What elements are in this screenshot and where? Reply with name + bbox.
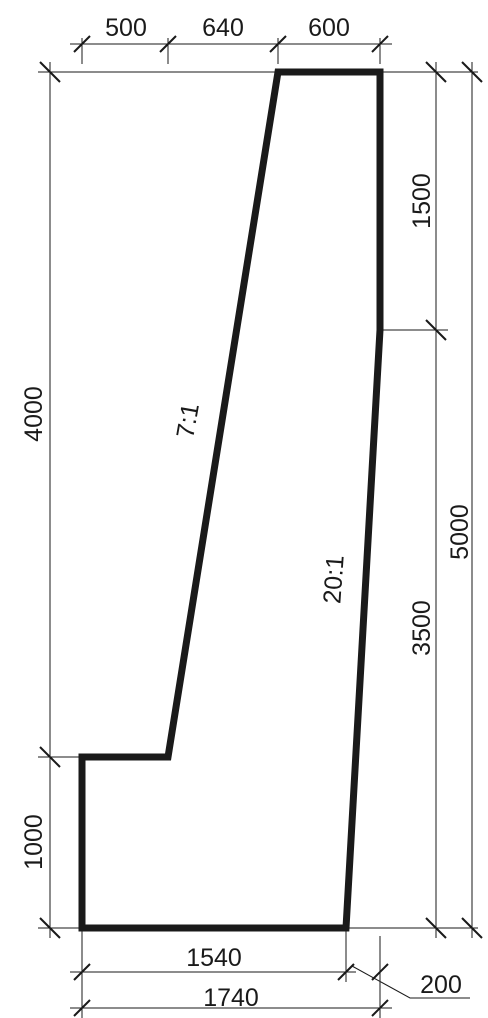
top-dimension-chain <box>70 35 392 64</box>
right-outer-dimension <box>461 61 483 939</box>
wall-section-outline <box>78 68 384 932</box>
front-slope-label: 7:1 <box>171 401 205 440</box>
dimension-500-label: 500 <box>105 14 147 42</box>
dimension-1000-label: 1000 <box>20 814 48 870</box>
dimension-1540-label: 1540 <box>186 944 242 972</box>
dimension-1740-label: 1740 <box>203 984 259 1012</box>
dimension-5000-label: 5000 <box>446 504 474 560</box>
dimension-3500-label: 3500 <box>408 600 436 656</box>
back-slope-label: 20:1 <box>318 554 349 605</box>
dimension-1500-label: 1500 <box>408 173 436 229</box>
left-dimension-chain <box>38 61 278 939</box>
bottom-dimensions <box>70 928 470 1018</box>
right-inner-dimension-chain <box>346 61 478 939</box>
dimension-640-label: 640 <box>202 14 244 42</box>
dimension-200-label: 200 <box>420 971 462 999</box>
dimension-600-label: 600 <box>308 14 350 42</box>
dimension-4000-label: 4000 <box>20 386 48 442</box>
